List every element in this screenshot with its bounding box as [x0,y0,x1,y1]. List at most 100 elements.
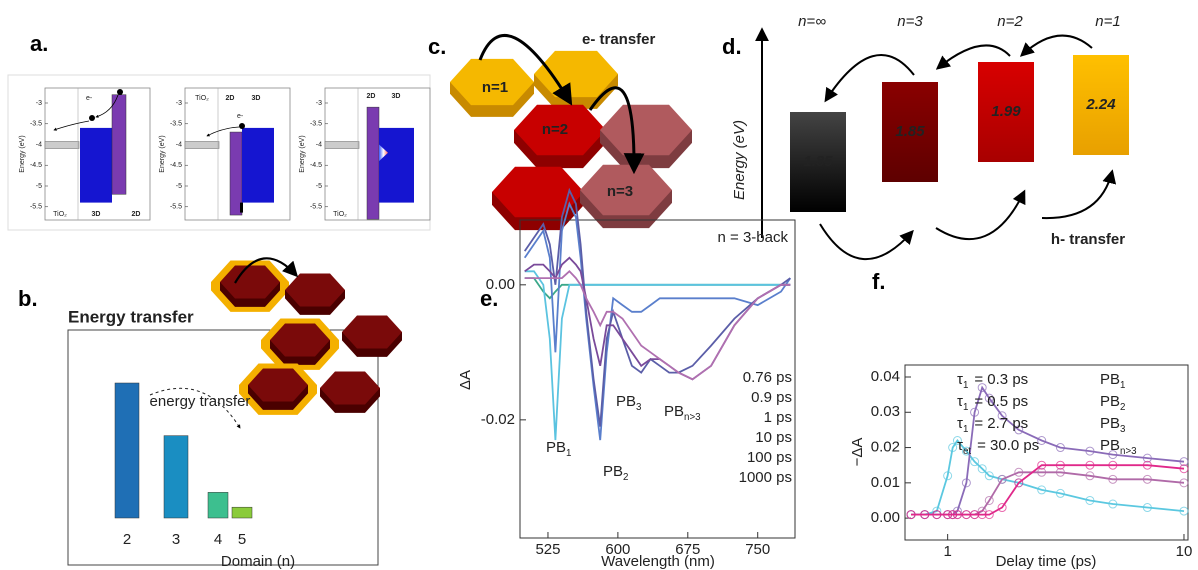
y-tick-label: -0.02 [481,411,515,428]
x-tick-label: 10 [1176,543,1193,560]
label: 2D [132,211,141,218]
text-main: PB [664,403,684,420]
y-tick-label: 0.02 [871,439,900,456]
tick-label: -3 [36,100,42,107]
series-line [525,271,791,440]
bar [208,492,228,518]
series-line [525,278,791,298]
tio2-band [185,142,219,149]
bar [115,383,139,518]
tick-label: -3 [176,100,182,107]
text-sub: 3 [1120,424,1125,435]
label: 3D [252,95,261,102]
tio2-band [325,142,359,149]
tick-label: -3.5 [170,121,182,128]
y-axis-label: −ΔA [849,438,866,467]
label: e- [86,95,93,102]
label: TiO₂ [195,95,209,102]
x-tick-label: 3 [172,531,180,548]
x-tick-label: 4 [214,531,222,548]
tick-label: -5 [176,183,182,190]
legend-entry: 10 ps [755,429,792,446]
fit-label: τ1= 0.5 ps [957,393,1028,413]
band-2d [367,107,379,219]
panel-label: b. [18,286,38,311]
tick-label: -5 [316,183,322,190]
panel-label: c. [428,34,446,59]
text-tail: = 0.3 ps [974,371,1028,388]
band-3d [242,128,274,203]
arrow [936,192,1024,239]
panel-label: f. [872,269,885,294]
text-sub: 1 [963,424,968,435]
x-tick-label: 2 [123,531,131,548]
axis-label: Energy (eV) [731,120,748,200]
text-sub: et [963,446,971,457]
text-sub: 3 [636,402,641,413]
tick-label: -3.5 [30,121,42,128]
axis-label: Energy (eV) [19,135,26,172]
level-label: n=∞ [798,13,826,30]
peak-label: PB2 [603,463,628,483]
tick-label: -4.5 [310,162,322,169]
text-main: PB [1100,437,1120,454]
tick-label: -5 [36,183,42,190]
y-axis-label: ΔA [457,370,474,390]
chart-title: Energy transfer [68,307,194,326]
legend-entry: PB3 [1100,415,1125,435]
chart-frame [68,330,378,565]
level-value: 2.24 [1085,96,1116,113]
level-value: 1.85 [803,153,833,170]
tick-label: -3.5 [310,121,322,128]
peak-label: PB1 [546,439,571,459]
text-tail: = 30.0 ps [977,437,1039,454]
label: 2D [226,95,235,102]
figure: a.b.c.d.e.f.Energy (eV)-3-3.5-4-4.5-5-5.… [0,0,1198,570]
label: 3D [92,211,101,218]
annotation: n = 3-back [718,229,789,246]
arrow [1022,36,1092,55]
fit-label: τ1= 0.3 ps [957,371,1028,391]
annotation: energy transfer [150,393,251,410]
tick-label: -4 [316,141,322,148]
band-3d [379,128,414,203]
label: e- [237,113,244,120]
legend-entry: 1 ps [764,409,792,426]
text-main: PB [1100,371,1120,388]
tick-label: -4.5 [30,162,42,169]
fit-label: τ1= 2.7 ps [957,415,1028,435]
axis-label: Energy (eV) [299,135,306,172]
panel-label: a. [30,31,48,56]
text-tail: = 2.7 ps [974,415,1028,432]
y-tick-label: 0.03 [871,403,900,420]
x-tick-label: 5 [238,531,246,548]
tick-label: -4 [36,141,42,148]
tick-label: -3 [316,100,322,107]
tick-label: -5.5 [310,204,322,211]
text-main: PB [1100,393,1120,410]
electron [89,115,95,121]
panel-label: d. [722,34,742,59]
x-axis-label: Wavelength (nm) [601,553,715,570]
annotation: h- transfer [1051,231,1125,248]
text-tail: = 0.5 ps [974,393,1028,410]
arrow [1042,172,1112,218]
band-2d [112,95,126,195]
arrow [820,224,912,259]
tick-label: -5.5 [170,204,182,211]
label: 3D [392,93,401,100]
x-axis-label: Domain (n) [221,553,295,570]
band-3d [80,128,112,203]
node-label: n=1 [482,79,508,96]
text-main: PB [616,393,636,410]
level-label: n=1 [1095,13,1120,30]
tick-label: -5.5 [30,204,42,211]
legend-entry: 0.9 ps [751,389,792,406]
y-tick-label: 0.04 [871,368,900,385]
label: TiO₂ [333,211,347,218]
legend-entry: PB1 [1100,371,1125,391]
y-tick-label: 0.00 [486,276,515,293]
y-tick-label: 0.00 [871,509,900,526]
label: TiO₂ [53,211,67,218]
label: 2D [367,93,376,100]
